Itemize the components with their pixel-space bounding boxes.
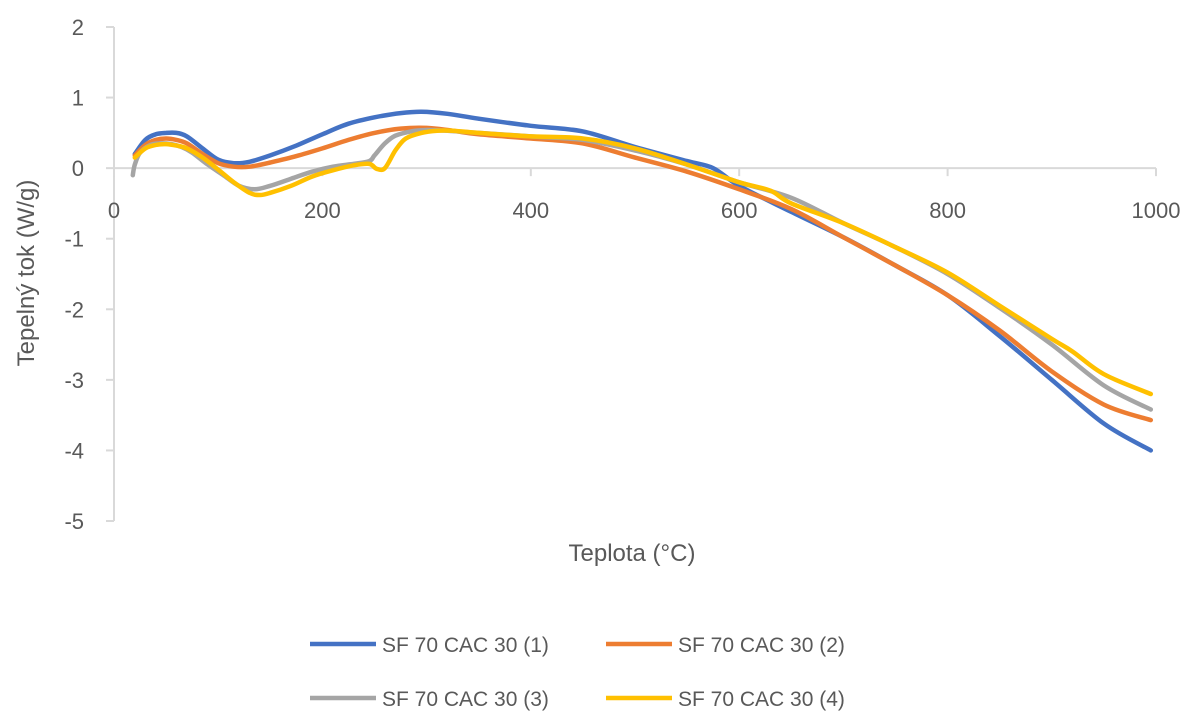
legend-label: SF 70 CAC 30 (4) — [678, 688, 845, 711]
series-line-1 — [132, 109, 1154, 453]
x-tick-label: 0 — [108, 198, 120, 223]
x-tick-label: 200 — [304, 198, 341, 223]
x-tick-label: 600 — [721, 198, 758, 223]
legend-label: SF 70 CAC 30 (3) — [382, 688, 549, 711]
legend-item-1: SF 70 CAC 30 (1) — [310, 634, 549, 657]
series-line-2 — [132, 125, 1154, 423]
series-lines — [130, 109, 1154, 453]
y-tick-label: 2 — [72, 15, 84, 40]
y-tick-label: -2 — [64, 297, 84, 322]
legend-item-4: SF 70 CAC 30 (4) — [606, 688, 845, 711]
y-tick-marks — [106, 26, 114, 522]
x-tick-label: 400 — [512, 198, 549, 223]
y-tick-label: -3 — [64, 368, 84, 393]
y-tick-label: -4 — [64, 438, 84, 463]
y-tick-label: 0 — [72, 156, 84, 181]
x-axis-title: Teplota (°C) — [569, 540, 696, 567]
y-tick-labels: 2 1 0 -1 -2 -3 -4 -5 — [64, 15, 84, 534]
legend: SF 70 CAC 30 (1) SF 70 CAC 30 (2) SF 70 CA… — [310, 634, 845, 711]
legend-label: SF 70 CAC 30 (1) — [382, 634, 549, 657]
legend-item-3: SF 70 CAC 30 (3) — [310, 688, 549, 711]
y-axis-title: Tepelný tok (W/g) — [13, 180, 40, 367]
x-tick-marks — [113, 168, 1157, 177]
x-tick-label: 800 — [929, 198, 966, 223]
y-tick-label: -5 — [64, 509, 84, 534]
x-tick-labels: 0 200 400 600 800 1000 — [108, 198, 1181, 223]
y-tick-label: -1 — [64, 227, 84, 252]
legend-label: SF 70 CAC 30 (2) — [678, 634, 845, 657]
series-line-3 — [130, 127, 1154, 412]
y-tick-label: 1 — [72, 86, 84, 111]
series-line-4 — [132, 128, 1154, 397]
x-tick-label: 1000 — [1132, 198, 1181, 223]
legend-item-2: SF 70 CAC 30 (2) — [606, 634, 845, 657]
axes: 2 1 0 -1 -2 -3 -4 -5 0 200 400 600 800 1000 — [64, 15, 1180, 534]
